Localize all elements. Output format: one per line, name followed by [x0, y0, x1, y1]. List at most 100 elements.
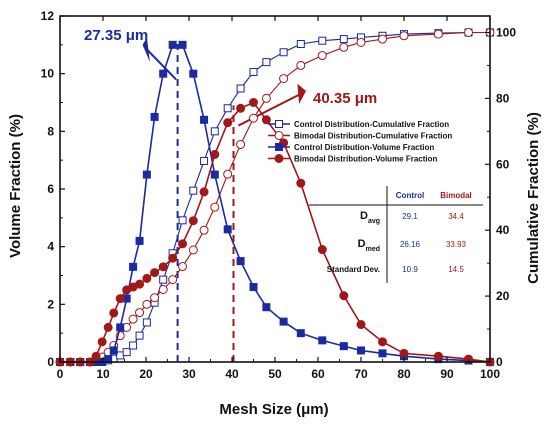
table-row-label-subscript: med — [366, 246, 380, 253]
x-tick-label: 20 — [139, 367, 153, 381]
data-point — [158, 262, 168, 272]
data-point — [236, 103, 246, 113]
data-point — [223, 104, 232, 113]
table-cell: 34.4 — [448, 212, 464, 221]
y-right-tick-label: 100 — [496, 25, 516, 39]
data-point — [150, 268, 160, 278]
y-axis-title-right: Cumulative Fraction (%) — [525, 112, 542, 284]
data-point — [318, 36, 327, 45]
table-cell: 10.9 — [402, 265, 418, 274]
data-point — [399, 31, 409, 41]
data-point — [274, 154, 284, 163]
data-point — [210, 149, 220, 159]
data-point — [129, 341, 138, 350]
data-point — [142, 170, 151, 179]
data-point — [199, 187, 209, 197]
data-point — [200, 156, 209, 165]
x-tick-label: 50 — [268, 367, 282, 381]
data-point — [115, 294, 125, 304]
data-point — [178, 216, 187, 225]
data-point — [317, 51, 327, 61]
table-row-label: Davg — [360, 210, 380, 225]
data-point — [275, 120, 283, 128]
data-point — [262, 58, 271, 67]
legend-label: Bimodal Distribution-Cumulative Fraction — [294, 132, 452, 141]
legend: Control Distribution-Cumulative Fraction… — [268, 120, 452, 164]
data-point — [135, 331, 144, 340]
y-left-tick-label: 0 — [47, 355, 54, 369]
x-tick-label: 0 — [57, 367, 64, 381]
data-point — [168, 275, 178, 285]
data-point — [116, 323, 125, 332]
data-point — [296, 40, 305, 49]
data-point — [339, 291, 349, 301]
x-axis-title: Mesh Size (μm) — [219, 401, 328, 418]
x-tick-label: 70 — [354, 367, 368, 381]
x-tick-label: 80 — [397, 367, 411, 381]
table-row-label-subscript: avg — [368, 218, 380, 225]
data-point — [223, 169, 233, 179]
data-point — [274, 131, 284, 140]
series-line — [60, 31, 490, 363]
data-point — [318, 336, 327, 345]
data-point — [339, 342, 348, 351]
data-point — [210, 170, 219, 179]
data-point — [236, 257, 245, 266]
data-point — [135, 236, 144, 245]
annotation-bimodal: 40.35 μm — [313, 90, 377, 107]
axes: 0 10 20 30 40 50 60 70 80 90 100024681012020406080… — [41, 9, 517, 381]
y-left-tick-label: 2 — [47, 297, 54, 311]
series-3 — [56, 40, 494, 366]
data-point — [236, 140, 246, 150]
table-column-header: Control — [396, 191, 424, 200]
data-point — [378, 337, 387, 347]
y-right-tick-label: 80 — [496, 91, 510, 105]
x-tick-label: 30 — [182, 367, 196, 381]
data-point — [279, 48, 288, 57]
y-axis-title-left: Volume Fraction (%) — [7, 114, 24, 258]
series-layer — [55, 27, 495, 367]
y-left-tick-label: 8 — [47, 124, 54, 138]
data-point — [378, 34, 387, 44]
data-point — [188, 245, 198, 255]
data-point — [142, 299, 152, 309]
series-4 — [55, 98, 495, 367]
y-left-tick-label: 10 — [41, 67, 55, 81]
data-point — [433, 351, 443, 361]
annotation-control: 27.35 μm — [84, 27, 148, 44]
data-point — [142, 273, 152, 283]
y-left-tick-label: 6 — [47, 182, 54, 196]
series-line — [60, 101, 491, 363]
y-right-tick-label: 40 — [496, 223, 510, 237]
arrow-shaft-bimodal — [237, 92, 302, 127]
data-point — [279, 317, 288, 326]
y-left-tick-label: 4 — [47, 240, 54, 254]
data-point — [188, 216, 198, 226]
data-point — [158, 285, 168, 295]
arrow-head-control — [142, 37, 150, 63]
table-row-label: Dmed — [358, 238, 380, 253]
data-point — [168, 40, 177, 49]
data-point — [128, 314, 138, 324]
table-cell: 14.5 — [448, 265, 464, 274]
data-point — [200, 115, 209, 124]
data-point — [249, 283, 258, 292]
data-point — [97, 337, 107, 347]
legend-item-3: Control Distribution-Volume Fraction — [268, 143, 434, 152]
data-point — [356, 320, 366, 330]
data-point — [168, 253, 178, 263]
series-line — [60, 31, 490, 363]
data-point — [236, 84, 245, 93]
data-point — [279, 74, 289, 84]
x-tick-label: 60 — [311, 367, 325, 381]
y-right-tick-label: 20 — [496, 289, 510, 303]
data-point — [317, 245, 327, 255]
table-column-header: Bimodal — [440, 191, 472, 200]
legend-item-2: Bimodal Distribution-Cumulative Fraction — [268, 131, 452, 141]
data-point — [223, 118, 233, 128]
data-point — [296, 329, 305, 338]
data-point — [142, 318, 151, 327]
data-point — [249, 68, 258, 77]
x-tick-label: 90 — [440, 367, 454, 381]
data-point — [150, 112, 159, 121]
